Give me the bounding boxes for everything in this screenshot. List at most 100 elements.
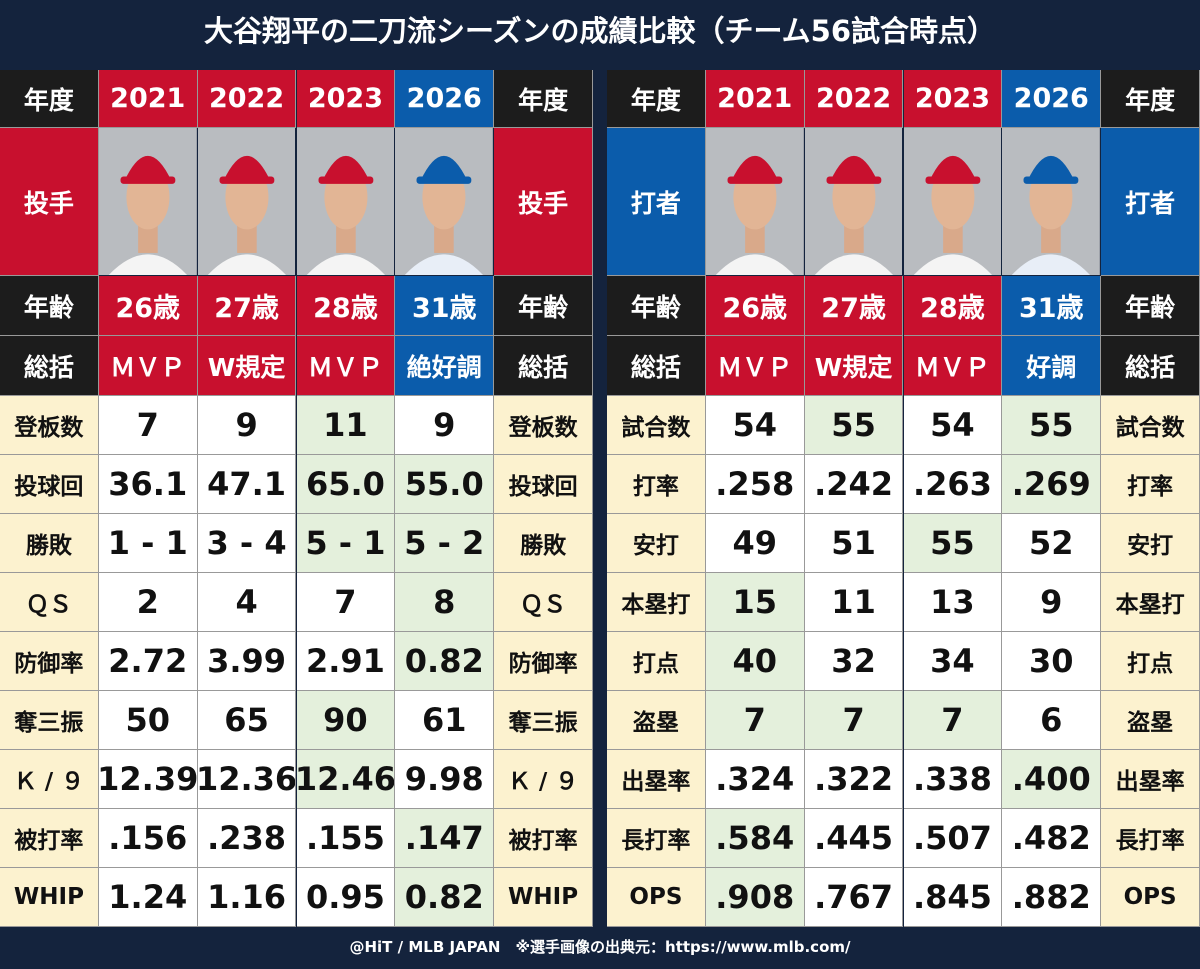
stat-label: 試合数 [607, 396, 706, 455]
stat-value: .845 [903, 868, 1003, 927]
stat-label: 安打 [607, 514, 706, 573]
age: 26歳 [705, 276, 805, 336]
stat-value: 2.72 [98, 632, 198, 691]
stat-label: 登板数 [494, 396, 593, 455]
stat-value: 5 - 2 [395, 514, 495, 573]
title: 大谷翔平の二刀流シーズンの成績比較（チーム56試合時点） [203, 14, 997, 48]
stat-value: .584 [705, 809, 805, 868]
summary-label: 総括 [607, 336, 706, 396]
stat-label: 奪三振 [494, 691, 593, 750]
stat-label: ＱＳ [494, 573, 593, 632]
stat-value: 1 - 1 [98, 514, 198, 573]
year-header: 2021 [98, 70, 198, 128]
stat-value: 0.95 [296, 868, 396, 927]
stat-label: 防御率 [494, 632, 593, 691]
stat-value: 13 [903, 573, 1003, 632]
stat-label: 打点 [1101, 632, 1200, 691]
stat-label: 長打率 [607, 809, 706, 868]
stat-value: 7 [903, 691, 1003, 750]
stat-value: .400 [1002, 750, 1102, 809]
stat-value: 55.0 [395, 455, 495, 514]
age: 31歳 [395, 276, 495, 336]
year-header: 2023 [903, 70, 1003, 128]
year-header: 2021 [705, 70, 805, 128]
stat-value: 1.16 [197, 868, 297, 927]
stat-label: Ｋ / ９ [494, 750, 593, 809]
stat-value: .263 [903, 455, 1003, 514]
stat-value: .258 [705, 455, 805, 514]
summary: ＭＶＰ [98, 336, 198, 396]
stat-label: 本塁打 [1101, 573, 1200, 632]
stat-label: 盗塁 [1101, 691, 1200, 750]
stat-value: 61 [395, 691, 495, 750]
stat-value: 7 [98, 396, 198, 455]
stat-value: 32 [804, 632, 904, 691]
stat-value: .322 [804, 750, 904, 809]
summary-label: 総括 [0, 336, 99, 396]
stat-value: 12.46 [296, 750, 396, 809]
stat-value: 55 [804, 396, 904, 455]
stat-value: .445 [804, 809, 904, 868]
stat-label: 出塁率 [1101, 750, 1200, 809]
stat-value: 9 [395, 396, 495, 455]
stat-value: 55 [1002, 396, 1102, 455]
summary: 好調 [1002, 336, 1102, 396]
stat-value: 1.24 [98, 868, 198, 927]
stat-value: .147 [395, 809, 495, 868]
stat-value: 34 [903, 632, 1003, 691]
header-label: 年度 [0, 70, 99, 128]
age-label: 年齢 [607, 276, 706, 336]
year-header: 2022 [197, 70, 297, 128]
stat-value: 4 [197, 573, 297, 632]
stat-value: 12.36 [197, 750, 297, 809]
stat-value: 54 [903, 396, 1003, 455]
stat-value: 2 [98, 573, 198, 632]
year-header: 2026 [395, 70, 495, 128]
year-header: 2023 [296, 70, 396, 128]
stat-value: .242 [804, 455, 904, 514]
stat-label: 打率 [607, 455, 706, 514]
stat-label: 被打率 [0, 809, 99, 868]
stat-label: Ｋ / ９ [0, 750, 99, 809]
stat-value: 7 [804, 691, 904, 750]
stat-label: 安打 [1101, 514, 1200, 573]
role-label: 打者 [1101, 128, 1200, 276]
player-photo [1002, 128, 1101, 275]
stat-value: 5 - 1 [296, 514, 396, 573]
stat-value: 49 [705, 514, 805, 573]
summary-label: 総括 [1101, 336, 1200, 396]
stat-label: 投球回 [0, 455, 99, 514]
stat-label: 勝敗 [494, 514, 593, 573]
stat-value: 52 [1002, 514, 1102, 573]
stat-label: 被打率 [494, 809, 593, 868]
age-label: 年齢 [494, 276, 593, 336]
summary-label: 総括 [494, 336, 593, 396]
player-photo [804, 128, 903, 275]
stat-value: 11 [804, 573, 904, 632]
stat-value: 9 [1002, 573, 1102, 632]
stat-value: 30 [1002, 632, 1102, 691]
age: 31歳 [1002, 276, 1102, 336]
stat-value: 47.1 [197, 455, 297, 514]
stat-label: 勝敗 [0, 514, 99, 573]
player-photo [98, 128, 197, 275]
player-photo [395, 128, 494, 275]
age: 27歳 [804, 276, 904, 336]
age: 28歳 [903, 276, 1003, 336]
stat-value: 7 [296, 573, 396, 632]
stat-value: 65 [197, 691, 297, 750]
stat-value: .156 [98, 809, 198, 868]
summary: ＭＶＰ [705, 336, 805, 396]
stat-value: 3 - 4 [197, 514, 297, 573]
stat-label: 出塁率 [607, 750, 706, 809]
stat-value: .238 [197, 809, 297, 868]
year-header: 2022 [804, 70, 904, 128]
stat-value: 40 [705, 632, 805, 691]
stat-value: 0.82 [395, 868, 495, 927]
stat-value: 0.82 [395, 632, 495, 691]
stat-value: 2.91 [296, 632, 396, 691]
stat-value: .882 [1002, 868, 1102, 927]
age: 27歳 [197, 276, 297, 336]
stat-value: 11 [296, 396, 396, 455]
